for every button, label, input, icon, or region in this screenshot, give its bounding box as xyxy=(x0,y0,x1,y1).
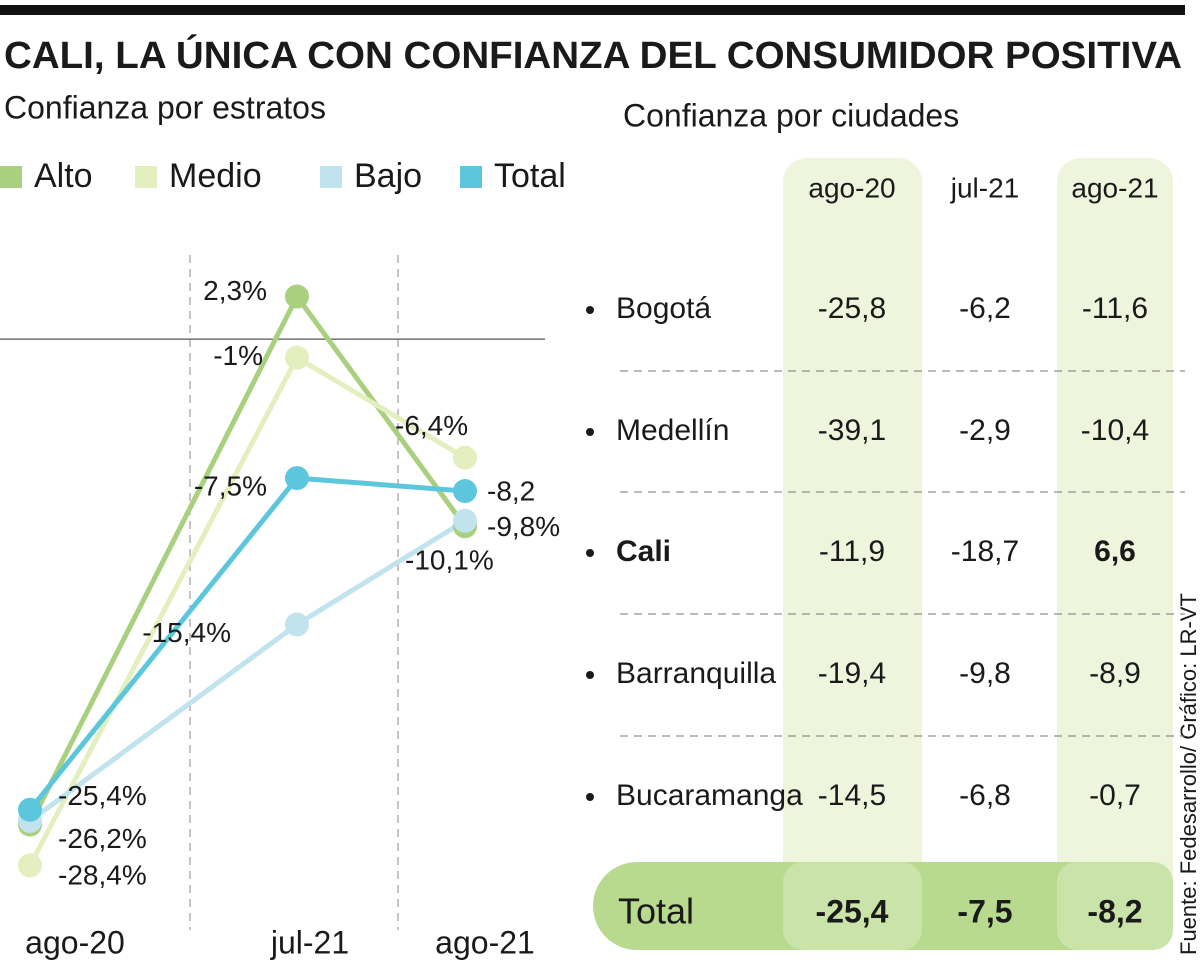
cell-value: -19,4 xyxy=(818,657,886,690)
cell-value: -10,4 xyxy=(1081,414,1149,447)
legend-label: Total xyxy=(494,157,566,195)
cell-value: -6,8 xyxy=(959,779,1011,812)
bullet xyxy=(586,793,594,801)
total-label: Total xyxy=(618,891,694,932)
chart-subtitle: Confianza por estratos xyxy=(4,89,326,125)
value-label: -9,8% xyxy=(487,511,560,542)
point xyxy=(285,466,309,491)
table-title: Confianza por ciudades xyxy=(623,97,959,133)
city-name: Bogotá xyxy=(616,292,711,325)
legend-label: Medio xyxy=(169,157,262,195)
cell-value: -11,6 xyxy=(1082,292,1148,325)
total-value: -7,5 xyxy=(957,893,1012,929)
cell-value: -2,9 xyxy=(959,414,1011,447)
cell-value: -18,7 xyxy=(951,535,1019,568)
point xyxy=(285,612,309,637)
cell-value: -11,9 xyxy=(819,535,885,568)
city-name: Medellín xyxy=(616,414,729,447)
column-header: ago-20 xyxy=(808,172,895,203)
legend-swatch xyxy=(135,166,157,188)
bullet xyxy=(586,549,594,557)
legend-swatch xyxy=(0,166,22,188)
cell-value: -0,7 xyxy=(1089,779,1141,812)
cell-value: -39,1 xyxy=(818,414,886,447)
series-line xyxy=(28,475,466,812)
column-highlight-total xyxy=(783,862,922,950)
total-value: -25,4 xyxy=(816,893,889,929)
bullet xyxy=(586,306,594,314)
value-label: -8,2 xyxy=(487,475,535,506)
cell-value: -6,2 xyxy=(959,292,1011,325)
point xyxy=(453,479,477,504)
title: CALI, LA ÚNICA CON CONFIANZA DEL CONSUMI… xyxy=(4,33,1182,77)
value-label: -15,4% xyxy=(142,617,231,648)
point xyxy=(18,853,42,878)
point xyxy=(453,508,477,533)
source: Fuente: Fedesarrollo/ Gráfico: LR-VT xyxy=(1176,593,1200,955)
column-header: jul-21 xyxy=(950,172,1019,203)
column-highlight xyxy=(783,158,922,950)
cell-value: -9,8 xyxy=(959,657,1011,690)
city-name: Barranquilla xyxy=(616,657,776,690)
cell-value: -8,9 xyxy=(1089,657,1141,690)
value-label: -26,2% xyxy=(58,823,147,854)
legend-swatch xyxy=(460,166,482,188)
point xyxy=(285,345,309,370)
series-line xyxy=(28,518,467,823)
column-highlight-total xyxy=(1057,862,1173,950)
bullet xyxy=(586,428,594,436)
point xyxy=(18,797,42,822)
x-tick-label: ago-21 xyxy=(435,924,535,960)
cell-value: -14,5 xyxy=(818,779,886,812)
top-bar xyxy=(0,5,1185,15)
city-name: Cali xyxy=(616,535,671,568)
column-highlight xyxy=(1057,158,1173,950)
total-value: -8,2 xyxy=(1087,893,1142,929)
x-tick-label: ago-20 xyxy=(25,924,125,960)
column-header: ago-21 xyxy=(1071,172,1158,203)
bullet xyxy=(586,671,594,679)
value-label: 2,3% xyxy=(203,275,267,306)
legend-swatch xyxy=(320,166,342,188)
value-label: -10,1% xyxy=(405,545,494,576)
point xyxy=(285,284,309,309)
value-label: -6,4% xyxy=(395,410,468,441)
cell-value: 6,6 xyxy=(1094,535,1136,568)
value-label: -25,4% xyxy=(58,780,147,811)
city-name: Bucaramanga xyxy=(616,779,803,812)
cell-value: -25,8 xyxy=(818,292,886,325)
value-label: -1% xyxy=(213,340,263,371)
value-label: -28,4% xyxy=(58,860,147,891)
point xyxy=(453,445,477,470)
x-tick-label: jul-21 xyxy=(270,924,349,960)
legend-label: Bajo xyxy=(354,157,422,195)
value-label: -7,5% xyxy=(194,470,267,501)
legend-label: Alto xyxy=(34,157,93,195)
